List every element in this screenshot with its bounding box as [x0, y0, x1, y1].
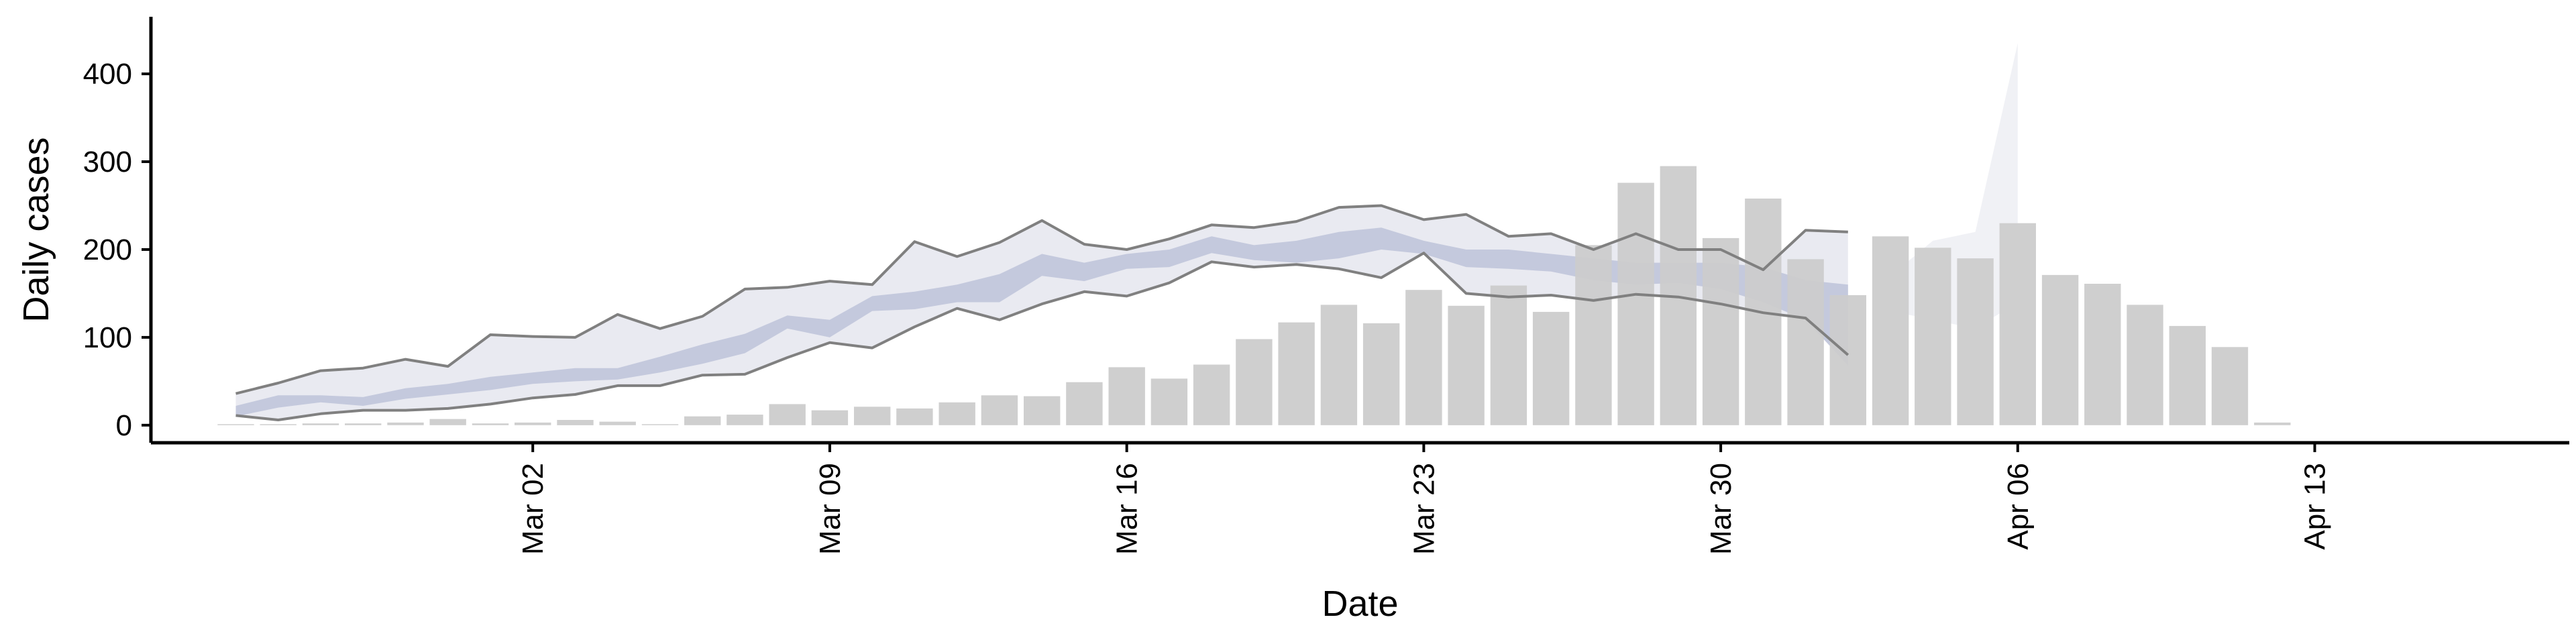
daily-case-bar [302, 423, 339, 425]
y-tick-label: 200 [83, 233, 132, 266]
daily-case-bar [557, 420, 594, 425]
inner-credible-band [235, 227, 1848, 417]
daily-case-bar [1150, 378, 1188, 425]
daily-case-bar [981, 395, 1018, 425]
daily-case-bar [429, 419, 466, 425]
y-tick-label: 0 [116, 409, 132, 442]
x-axis-ticks: Mar 02 Mar 09 Mar 16 Mar 23 Mar 30 Apr 06 Apr … [517, 443, 2332, 555]
daily-case-bar [727, 415, 763, 425]
daily-case-bar [1490, 285, 1527, 425]
daily-case-bar [1532, 311, 1570, 425]
daily-case-bar [2041, 274, 2079, 425]
daily-case-bar [1066, 382, 1103, 425]
daily-case-bar [1787, 259, 1824, 425]
daily-case-bar [1957, 258, 1994, 425]
daily-case-bar [387, 422, 424, 425]
daily-case-bar [217, 424, 254, 425]
daily-case-bar [2169, 325, 2206, 425]
daily-case-bar [896, 408, 933, 425]
daily-case-bar [1872, 236, 1909, 425]
daily-case-bar [684, 416, 721, 425]
daily-case-bar [1702, 237, 1739, 425]
daily-case-bar [345, 423, 382, 425]
daily-case-bar [260, 424, 297, 425]
daily-case-bar [769, 404, 806, 425]
plot-area [217, 43, 2291, 425]
forecast-band-layer [1890, 43, 2018, 373]
daily-case-bar [1575, 245, 1612, 425]
y-tick-label: 100 [83, 321, 132, 354]
daily-case-bar [1278, 322, 1315, 425]
daily-case-bar [641, 424, 679, 425]
daily-case-bar [2084, 284, 2121, 425]
daily-case-bar [1915, 248, 1951, 425]
daily-case-bar [1999, 223, 2036, 425]
daily-case-bar [1448, 305, 1485, 425]
daily-case-bar [515, 422, 551, 425]
x-tick-label: Apr 13 [2299, 463, 2332, 550]
daily-case-bar [1193, 364, 1230, 425]
daily-case-bar [811, 410, 849, 425]
y-axis-title: Daily cases [16, 137, 56, 322]
daily-case-bar [1108, 367, 1145, 425]
daily-case-bar [472, 423, 509, 425]
x-tick-label: Apr 06 [2002, 463, 2035, 550]
upper-bound-line [235, 204, 1848, 395]
estimate-band-layer [235, 205, 1848, 420]
x-tick-label: Mar 02 [517, 463, 549, 555]
daily-case-bar [2211, 347, 2249, 425]
y-tick-label: 300 [83, 146, 132, 178]
daily-case-bar [1617, 182, 1654, 425]
x-tick-label: Mar 16 [1111, 463, 1144, 555]
daily-case-bar [2127, 305, 2163, 425]
x-tick-label: Mar 30 [1705, 463, 1737, 555]
lower-bound-line [235, 252, 1849, 421]
x-axis-title: Date [1322, 584, 1398, 624]
daily-case-bar [599, 421, 636, 425]
daily-case-bar [1362, 323, 1400, 425]
daily-case-bar [854, 407, 891, 425]
y-tick-label: 400 [83, 58, 132, 91]
forecast-band [1890, 43, 2018, 373]
bound-lines-layer [235, 204, 1849, 421]
x-tick-label: Mar 23 [1407, 463, 1440, 555]
daily-case-bar [938, 402, 975, 425]
daily-case-bar [1829, 295, 1866, 425]
daily-case-bar [1024, 396, 1061, 425]
daily-case-bar [1236, 339, 1273, 425]
daily-case-bar [1405, 290, 1442, 425]
y-axis-ticks: 0 100 200 300 400 [83, 58, 151, 442]
x-tick-label: Mar 09 [814, 463, 847, 555]
daily-case-bar [1320, 305, 1358, 425]
daily-case-bar [2254, 422, 2291, 425]
